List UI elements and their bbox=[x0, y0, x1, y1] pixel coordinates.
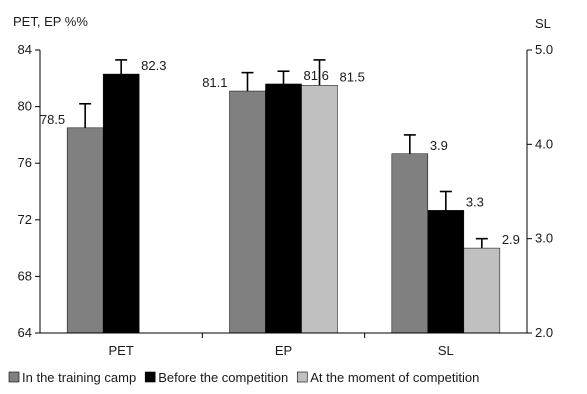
y-right-tick-label: 5.0 bbox=[535, 42, 553, 57]
error-bars bbox=[79, 59, 488, 249]
y-left-tick-label: 76 bbox=[18, 155, 32, 170]
data-label: 81.6 bbox=[304, 68, 329, 83]
axes bbox=[39, 50, 528, 338]
data-label: 3.3 bbox=[466, 194, 484, 209]
legend-swatch bbox=[8, 371, 20, 383]
y-left-ticks: 84 80 76 72 68 64 bbox=[18, 42, 40, 340]
legend: In the training camp Before the competiti… bbox=[8, 370, 479, 385]
data-label: 81.5 bbox=[340, 69, 365, 84]
bar bbox=[427, 210, 465, 334]
data-labels: 78.5 82.3 81.1 81.6 81.5 3.9 3.3 2.9 bbox=[40, 58, 520, 247]
legend-label: Before the competition bbox=[158, 370, 288, 385]
category-labels: PET EP SL bbox=[109, 343, 454, 358]
bar bbox=[391, 153, 429, 334]
data-label: 81.1 bbox=[202, 75, 227, 90]
legend-swatch bbox=[296, 371, 308, 383]
y-left-tick-label: 64 bbox=[18, 325, 32, 340]
bar bbox=[66, 127, 104, 334]
y-right-tick-label: 3.0 bbox=[535, 231, 553, 246]
bar bbox=[229, 90, 266, 334]
legend-label: At the moment of competition bbox=[310, 370, 479, 385]
y-right-axis-title: SL bbox=[535, 16, 551, 31]
y-left-axis-title: PET, EP %% bbox=[13, 14, 88, 29]
bar bbox=[463, 247, 501, 334]
y-left-tick-label: 68 bbox=[18, 268, 32, 283]
y-right-ticks: 5.0 4.0 3.0 2.0 bbox=[527, 42, 553, 340]
y-right-tick-label: 2.0 bbox=[535, 325, 553, 340]
y-right-tick-label: 4.0 bbox=[535, 136, 553, 151]
bar bbox=[265, 83, 302, 334]
y-left-tick-label: 72 bbox=[18, 212, 32, 227]
x-category-label: EP bbox=[275, 343, 292, 358]
data-label: 82.3 bbox=[141, 58, 166, 73]
y-left-tick-label: 80 bbox=[18, 99, 32, 114]
bar bbox=[301, 85, 338, 334]
data-label: 78.5 bbox=[40, 112, 65, 127]
y-left-tick-label: 84 bbox=[18, 42, 32, 57]
bar bbox=[102, 73, 140, 334]
x-category-label: PET bbox=[109, 343, 134, 358]
data-label: 3.9 bbox=[430, 138, 448, 153]
bars bbox=[66, 73, 501, 334]
legend-swatch bbox=[144, 371, 156, 383]
data-label: 2.9 bbox=[502, 232, 520, 247]
legend-label: In the training camp bbox=[22, 370, 136, 385]
x-category-label: SL bbox=[438, 343, 454, 358]
